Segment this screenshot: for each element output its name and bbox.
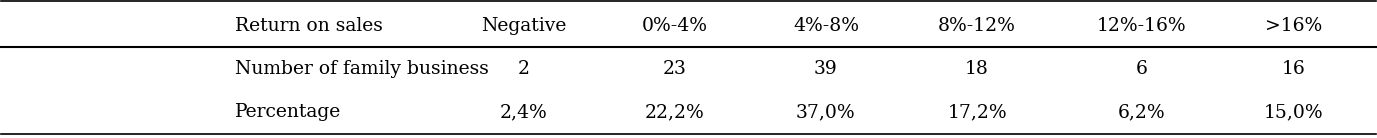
Text: Negative: Negative [481,17,566,35]
Text: 2: 2 [518,60,530,78]
Text: 39: 39 [814,60,837,78]
Text: 0%-4%: 0%-4% [642,17,708,35]
Text: 12%-16%: 12%-16% [1097,17,1187,35]
Text: 4%-8%: 4%-8% [793,17,859,35]
Text: 16: 16 [1281,60,1305,78]
Text: 17,2%: 17,2% [947,103,1007,121]
Text: 15,0%: 15,0% [1263,103,1323,121]
Text: 23: 23 [662,60,687,78]
Text: Percentage: Percentage [235,103,341,121]
Text: 6,2%: 6,2% [1118,103,1166,121]
Text: >16%: >16% [1264,17,1322,35]
Text: 18: 18 [965,60,989,78]
Text: Return on sales: Return on sales [235,17,383,35]
Text: 22,2%: 22,2% [644,103,705,121]
Text: 6: 6 [1136,60,1148,78]
Text: 2,4%: 2,4% [500,103,548,121]
Text: Number of family business: Number of family business [235,60,489,78]
Text: 8%-12%: 8%-12% [938,17,1016,35]
Text: 37,0%: 37,0% [796,103,855,121]
